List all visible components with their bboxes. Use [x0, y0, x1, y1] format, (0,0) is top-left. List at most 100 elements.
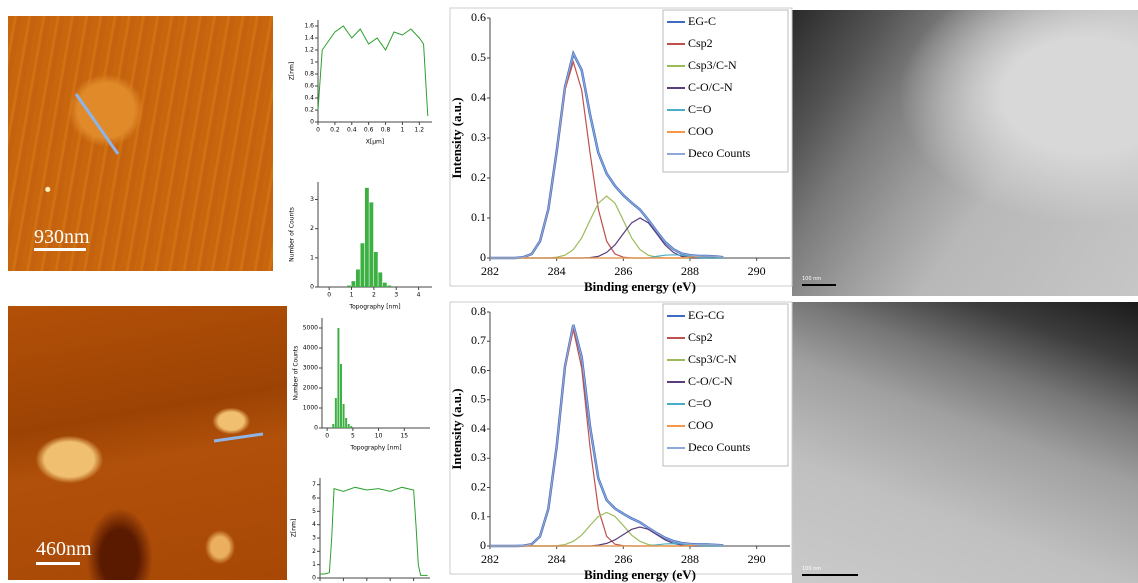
- legend-label: C-O/C-N: [688, 80, 733, 94]
- series-line: [490, 51, 724, 259]
- y-axis-label: Z[nm]: [289, 62, 296, 80]
- scale-label: 460nm: [36, 538, 92, 560]
- y-tick-label: 4: [312, 521, 316, 528]
- y-tick-label: 0.3: [471, 450, 486, 464]
- histogram-bar: [382, 282, 387, 287]
- y-tick-label: 3: [310, 196, 314, 203]
- y-tick-label: 7: [312, 481, 316, 488]
- scale-bar: [802, 284, 836, 286]
- y-tick-label: 0: [314, 425, 318, 432]
- y-tick-label: 0.2: [304, 107, 314, 114]
- x-tick-label: 284: [548, 552, 566, 566]
- legend-label: COO: [688, 418, 714, 432]
- profile-line: [317, 25, 429, 117]
- y-tick-label: 4000: [303, 345, 318, 352]
- afm-image: 460nm: [8, 306, 287, 580]
- histogram-bar: [347, 285, 351, 287]
- legend-label: Csp2: [688, 330, 713, 344]
- x-tick-label: 0: [316, 127, 320, 134]
- x-tick-label: 0: [327, 292, 331, 299]
- scale-label: 100 nm: [802, 276, 822, 282]
- y-tick-label: 0.8: [304, 71, 314, 78]
- y-axis-label: Z[nm]: [291, 519, 298, 537]
- legend-label: COO: [688, 124, 714, 138]
- histogram-bar: [337, 328, 340, 428]
- y-tick-label: 0.5: [471, 392, 486, 406]
- x-tick-label: 0.8: [381, 127, 391, 134]
- y-tick-label: 2: [310, 225, 314, 232]
- x-tick-label: 0.4: [347, 127, 357, 134]
- y-tick-label: 0.2: [471, 170, 486, 184]
- x-tick-label: 5: [351, 433, 355, 440]
- y-tick-label: 0.4: [471, 421, 486, 435]
- legend-label: EG-C: [688, 14, 716, 28]
- y-tick-label: 3000: [303, 365, 318, 372]
- x-axis-label: Binding energy (eV): [584, 279, 696, 294]
- profile-line: [213, 432, 264, 443]
- y-tick-label: 1: [310, 254, 314, 261]
- x-tick-label: 290: [748, 264, 766, 278]
- legend-label: Csp2: [688, 36, 713, 50]
- x-tick-label: 286: [614, 264, 632, 278]
- y-tick-label: 6: [312, 495, 316, 502]
- histogram-bar: [351, 281, 356, 287]
- x-tick-label: 10: [375, 433, 383, 440]
- y-tick-label: 0.6: [471, 362, 486, 376]
- y-tick-label: 0: [480, 250, 486, 264]
- series-line: [490, 255, 724, 259]
- x-tick-label: 1.2: [415, 127, 425, 134]
- y-tick-label: 0: [312, 575, 316, 582]
- x-axis-label: Topography [nm]: [349, 445, 401, 452]
- y-tick-label: 1.4: [304, 35, 314, 42]
- profile-line: [74, 93, 120, 155]
- afm-image: 930nm: [8, 16, 273, 271]
- tem-image: 100 nm: [792, 302, 1138, 583]
- histogram-bar: [356, 269, 360, 287]
- y-axis-label: Number of Counts: [289, 207, 296, 262]
- y-tick-label: 5: [312, 508, 316, 515]
- x-tick-label: 284: [548, 264, 566, 278]
- legend-label: C=O: [688, 396, 712, 410]
- legend-label: C=O: [688, 102, 712, 116]
- x-tick-label: 0.6: [364, 127, 374, 134]
- legend-label: Csp3/C-N: [688, 58, 737, 72]
- y-tick-label: 0.1: [471, 509, 486, 523]
- y-tick-label: 1.6: [304, 23, 314, 30]
- x-tick-label: 0.2: [330, 127, 340, 134]
- x-tick-label: 286: [614, 552, 632, 566]
- x-tick-label: 2: [372, 292, 376, 299]
- x-tick-label: 0: [325, 433, 329, 440]
- y-tick-label: 1: [312, 561, 316, 568]
- x-axis-label: Topography [nm]: [348, 304, 400, 311]
- series-line: [490, 511, 724, 547]
- x-tick-label: 282: [481, 552, 499, 566]
- x-tick-label: 1: [401, 127, 405, 134]
- histogram-bar: [373, 252, 378, 287]
- legend-box: [662, 303, 789, 467]
- y-tick-label: 0.4: [304, 95, 314, 102]
- y-tick-label: 2000: [303, 385, 318, 392]
- y-tick-label: 0.5: [471, 50, 486, 64]
- y-tick-label: 0.4: [471, 90, 486, 104]
- scale-label: 100 nm: [802, 566, 822, 572]
- x-axis-label: Binding energy (eV): [584, 567, 696, 582]
- histogram-bar: [342, 404, 345, 428]
- x-tick-label: 15: [400, 433, 408, 440]
- y-tick-label: 0.6: [304, 83, 314, 90]
- y-tick-label: 0.3: [471, 130, 486, 144]
- series-line: [490, 217, 724, 259]
- legend-label: Deco Counts: [688, 440, 751, 454]
- y-tick-label: 1: [310, 59, 314, 66]
- histogram-bar: [378, 272, 383, 287]
- y-tick-label: 2: [312, 548, 316, 555]
- x-axis-label: X[μm]: [366, 139, 384, 146]
- histogram-bar: [364, 187, 369, 287]
- y-tick-label: 0: [310, 119, 314, 126]
- histogram-bar: [350, 426, 353, 428]
- scale-bar: [36, 562, 80, 565]
- scale-bar: [802, 574, 858, 576]
- histogram-bar: [369, 202, 374, 287]
- y-tick-label: 3: [312, 535, 316, 542]
- scale-label: 930nm: [34, 226, 90, 248]
